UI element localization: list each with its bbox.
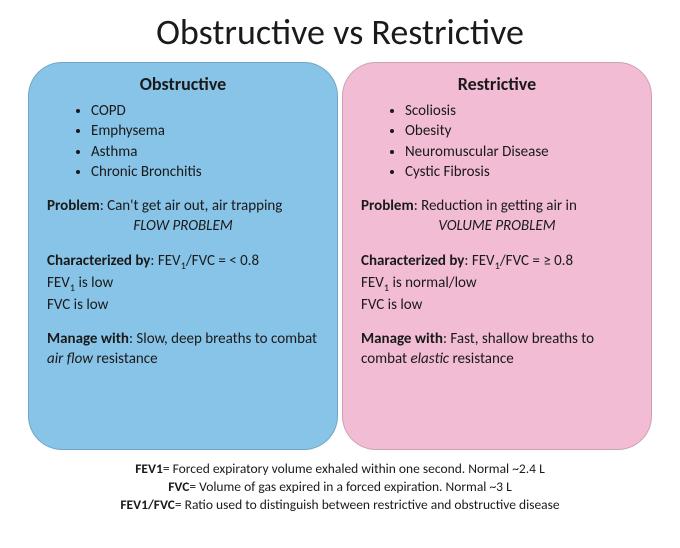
legend-line: FVC= Volume of gas expired in a forced e… [20, 478, 660, 496]
char-top: : FEV1/FVC = ≥ 0.8 [464, 252, 573, 270]
example-item: Chronic Bronchitis [91, 162, 319, 182]
char-label: Characterized by [47, 252, 150, 270]
legend-line: FEV1/FVC= Ratio used to distinguish betw… [20, 496, 660, 514]
panel-heading-left: Obstructive [47, 73, 319, 95]
example-item: Scoliosis [405, 101, 633, 121]
example-item: Neuromuscular Disease [405, 142, 633, 162]
manage-left: Manage with: Slow, deep breaths to comba… [47, 329, 319, 370]
char-top: : FEV1/FVC = < 0.8 [150, 252, 259, 270]
example-item: Obesity [405, 121, 633, 141]
page-title: Obstructive vs Restrictive [20, 10, 660, 54]
manage-label: Manage with [47, 330, 129, 348]
char-line: FEV1 is normal/low [361, 273, 633, 295]
char-label: Characterized by [361, 252, 464, 270]
legend-line: FEV1= Forced expiratory volume exhaled w… [20, 460, 660, 478]
legend-val: = Forced expiratory volume exhaled withi… [163, 460, 545, 477]
char-line: FVC is low [361, 295, 633, 315]
panel-row: Obstructive COPD Emphysema Asthma Chroni… [20, 62, 660, 450]
legend-key: FEV1/FVC [120, 496, 175, 513]
problem-label: Problem [361, 197, 414, 215]
panel-obstructive: Obstructive COPD Emphysema Asthma Chroni… [28, 62, 338, 450]
legend-key: FVC [168, 478, 189, 495]
legend-val: = Volume of gas expired in a forced expi… [189, 478, 511, 495]
examples-left: COPD Emphysema Asthma Chronic Bronchitis [47, 101, 319, 182]
characterized-left: Characterized by: FEV1/FVC = < 0.8 FEV1 … [47, 251, 319, 316]
char-line: FEV1 is low [47, 273, 319, 295]
panel-heading-right: Restrictive [361, 73, 633, 95]
panel-restrictive: Restrictive Scoliosis Obesity Neuromuscu… [342, 62, 652, 450]
example-item: Emphysema [91, 121, 319, 141]
example-item: Asthma [91, 142, 319, 162]
problem-text: : Reduction in getting air in [414, 197, 577, 215]
problem-text: : Can't get air out, air trapping [100, 197, 283, 215]
char-line: FVC is low [47, 295, 319, 315]
legend-key: FEV1 [135, 460, 163, 477]
manage-right: Manage with: Fast, shallow breaths to co… [361, 329, 633, 370]
manage-label: Manage with [361, 330, 443, 348]
footer-legend: FEV1= Forced expiratory volume exhaled w… [20, 460, 660, 515]
problem-left: Problem: Can't get air out, air trapping… [47, 196, 319, 237]
examples-right: Scoliosis Obesity Neuromuscular Disease … [361, 101, 633, 182]
problem-label: Problem [47, 197, 100, 215]
legend-val: = Ratio used to distinguish between rest… [175, 496, 560, 513]
problem-tag: VOLUME PROBLEM [361, 216, 633, 236]
problem-tag: FLOW PROBLEM [47, 216, 319, 236]
example-item: COPD [91, 101, 319, 121]
example-item: Cystic Fibrosis [405, 162, 633, 182]
problem-right: Problem: Reduction in getting air in VOL… [361, 196, 633, 237]
characterized-right: Characterized by: FEV1/FVC = ≥ 0.8 FEV1 … [361, 251, 633, 316]
